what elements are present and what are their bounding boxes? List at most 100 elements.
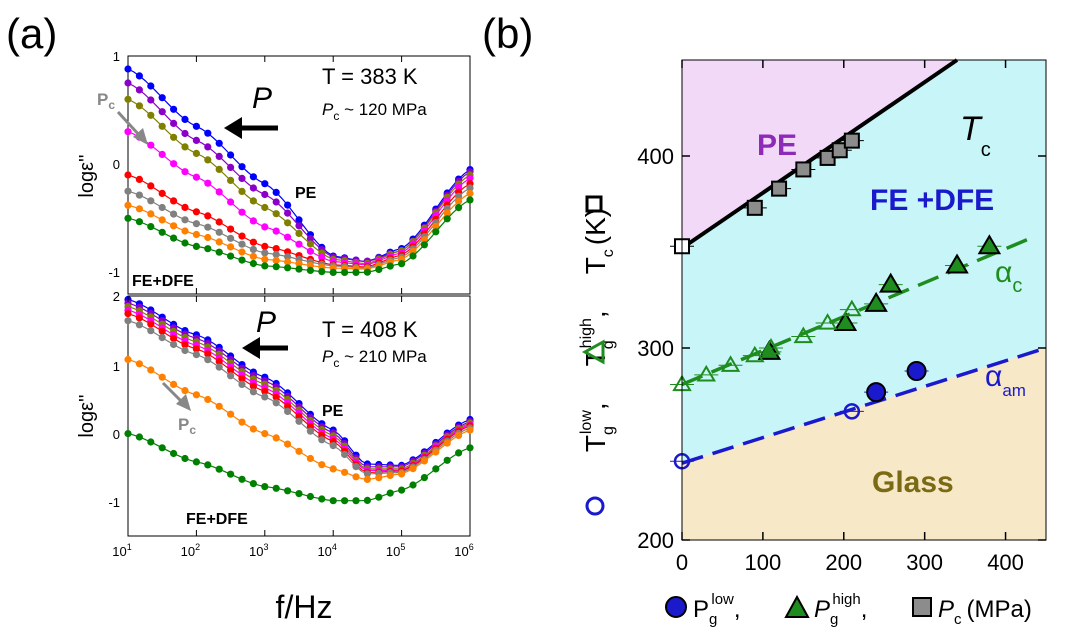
a-top-series-1-point — [306, 235, 314, 243]
a-top-series-4-point — [135, 175, 143, 183]
a-top-pressure-arrow — [224, 117, 278, 139]
a-bot-series-6-point — [443, 439, 451, 447]
a-bot-series-4-point — [227, 366, 235, 374]
a-top-series-7-point — [124, 214, 132, 222]
a-bot-series-7-point — [443, 456, 451, 464]
a-bot-series-7-point — [363, 496, 371, 504]
svg-text:Pghigh,: Pg high, — [814, 591, 867, 628]
a-top-series-0-point — [295, 216, 303, 224]
a-top-series-7-point — [432, 228, 440, 236]
a-top-pc-arrow-symbol: P — [97, 90, 108, 109]
xlabel-p2-sup: high — [832, 591, 860, 608]
a-bot-series-6-point — [420, 457, 428, 465]
a-top-series-4-point — [215, 218, 223, 226]
panel-b-frame — [681, 59, 1047, 541]
a-xtick-label: 102 — [181, 542, 200, 559]
tg-high-point — [817, 313, 838, 330]
a-bot-ytick-m1: -1 — [108, 495, 120, 510]
a-top-series-2-point — [147, 111, 155, 119]
a-top-series-7-point — [204, 245, 212, 253]
alpha-c-sub: c — [1012, 275, 1022, 297]
a-bot-series-7-point — [375, 493, 383, 501]
a-top-series-1-point — [170, 119, 178, 127]
a-top-pc-label: Pc ~ 120 MPa — [322, 100, 427, 123]
xlabel-marker-square — [912, 597, 932, 617]
a-top-fe-label: FE+DFE — [132, 273, 194, 290]
a-top-series-4-point — [170, 197, 178, 205]
a-xtick-base: 10 — [317, 544, 331, 559]
tg-high-point — [696, 364, 717, 382]
a-bot-series-6-point — [398, 470, 406, 478]
a-xtick-exp: 4 — [332, 542, 337, 552]
xlabel-p1-sub: g — [709, 611, 717, 628]
panel-a-bottom-curves — [124, 295, 474, 505]
b-ytick-label: 400 — [637, 144, 674, 169]
a-top-series-0-point — [227, 151, 235, 159]
a-top-series-2-point — [158, 122, 166, 130]
a-top-series-4-point — [227, 225, 235, 233]
a-bot-pc-arrow — [161, 381, 191, 411]
b-xtick-label: 100 — [745, 550, 782, 575]
a-top-series-0-point — [158, 94, 166, 102]
a-top-p-symbol: P — [252, 82, 272, 115]
b-line-0 — [680, 58, 959, 250]
a-bot-series-7-point — [181, 454, 189, 463]
a-top-series-1-point — [272, 198, 280, 206]
a-bot-series-5-point — [363, 470, 371, 478]
ylabel-sep-1: , — [580, 402, 611, 410]
a-bot-series-6-point — [329, 465, 337, 473]
a-top-series-5-point — [272, 250, 280, 259]
a-top-ytick-0: 0 — [113, 157, 120, 172]
a-bot-pc-value: ~ 210 MPa — [339, 347, 427, 366]
tg-high-point — [977, 234, 1002, 255]
tc-point — [771, 180, 788, 197]
a-bot-series-7-point — [215, 465, 223, 473]
a-top-series-5-point — [466, 184, 474, 192]
a-top-series-4-point — [158, 189, 166, 197]
a-top-series-7-point — [341, 268, 349, 276]
a-top-series-0-point — [147, 82, 155, 90]
a-bot-series-6-point — [386, 471, 394, 480]
glass-region — [682, 348, 1046, 540]
a-bot-series-7-point — [135, 433, 143, 441]
tc-point — [831, 142, 848, 159]
a-bot-series-7-point — [238, 475, 246, 483]
a-top-series-3-point — [284, 233, 292, 241]
a-top-series-6-point — [124, 201, 132, 209]
a-bot-series-7-point — [272, 484, 280, 492]
a-top-series-3-point — [181, 168, 189, 176]
a-bot-pe-label: PE — [322, 403, 344, 420]
a-bot-temp: T = 408 K — [322, 317, 418, 342]
a-bot-series-5-point — [158, 334, 166, 342]
a-bot-series-7-point — [249, 480, 257, 488]
a-top-series-2-line — [127, 98, 471, 265]
a-top-series-2-point — [204, 156, 212, 164]
a-top-series-5-point — [238, 240, 246, 248]
a-bot-series-7-point — [432, 465, 440, 473]
a-top-series-1-point — [261, 190, 269, 199]
a-top-series-1-point — [238, 174, 246, 182]
a-top-series-5-point — [124, 187, 132, 195]
a-top-series-7-point — [135, 218, 143, 226]
a-xtick-exp: 5 — [400, 542, 405, 552]
a-top-series-5-point — [158, 203, 166, 212]
a-top-series-3-point — [249, 217, 257, 225]
b-ytick-label: 300 — [637, 336, 674, 361]
a-bot-series-5-point — [204, 356, 212, 364]
alpha-am-sub: am — [1002, 381, 1026, 400]
ylabel-t1: T — [580, 435, 611, 452]
a-bot-series-6-point — [227, 410, 235, 418]
a-bot-series-5-point — [135, 321, 143, 329]
a-bot-pc-symbol: P — [322, 347, 334, 366]
a-bot-series-7-point — [261, 483, 269, 491]
a-bot-series-4-point — [284, 402, 292, 410]
a-bot-ytick-0: 0 — [113, 427, 120, 442]
b-xtick-label: 400 — [987, 550, 1024, 575]
a-bot-pressure-arrow — [242, 337, 288, 359]
a-bot-series-5-point — [181, 346, 189, 355]
ylabel-sep-2: , — [580, 310, 611, 318]
a-xtick-base: 10 — [249, 544, 263, 559]
a-top-series-3-point — [318, 253, 326, 261]
a-bot-series-7-point — [124, 430, 132, 438]
